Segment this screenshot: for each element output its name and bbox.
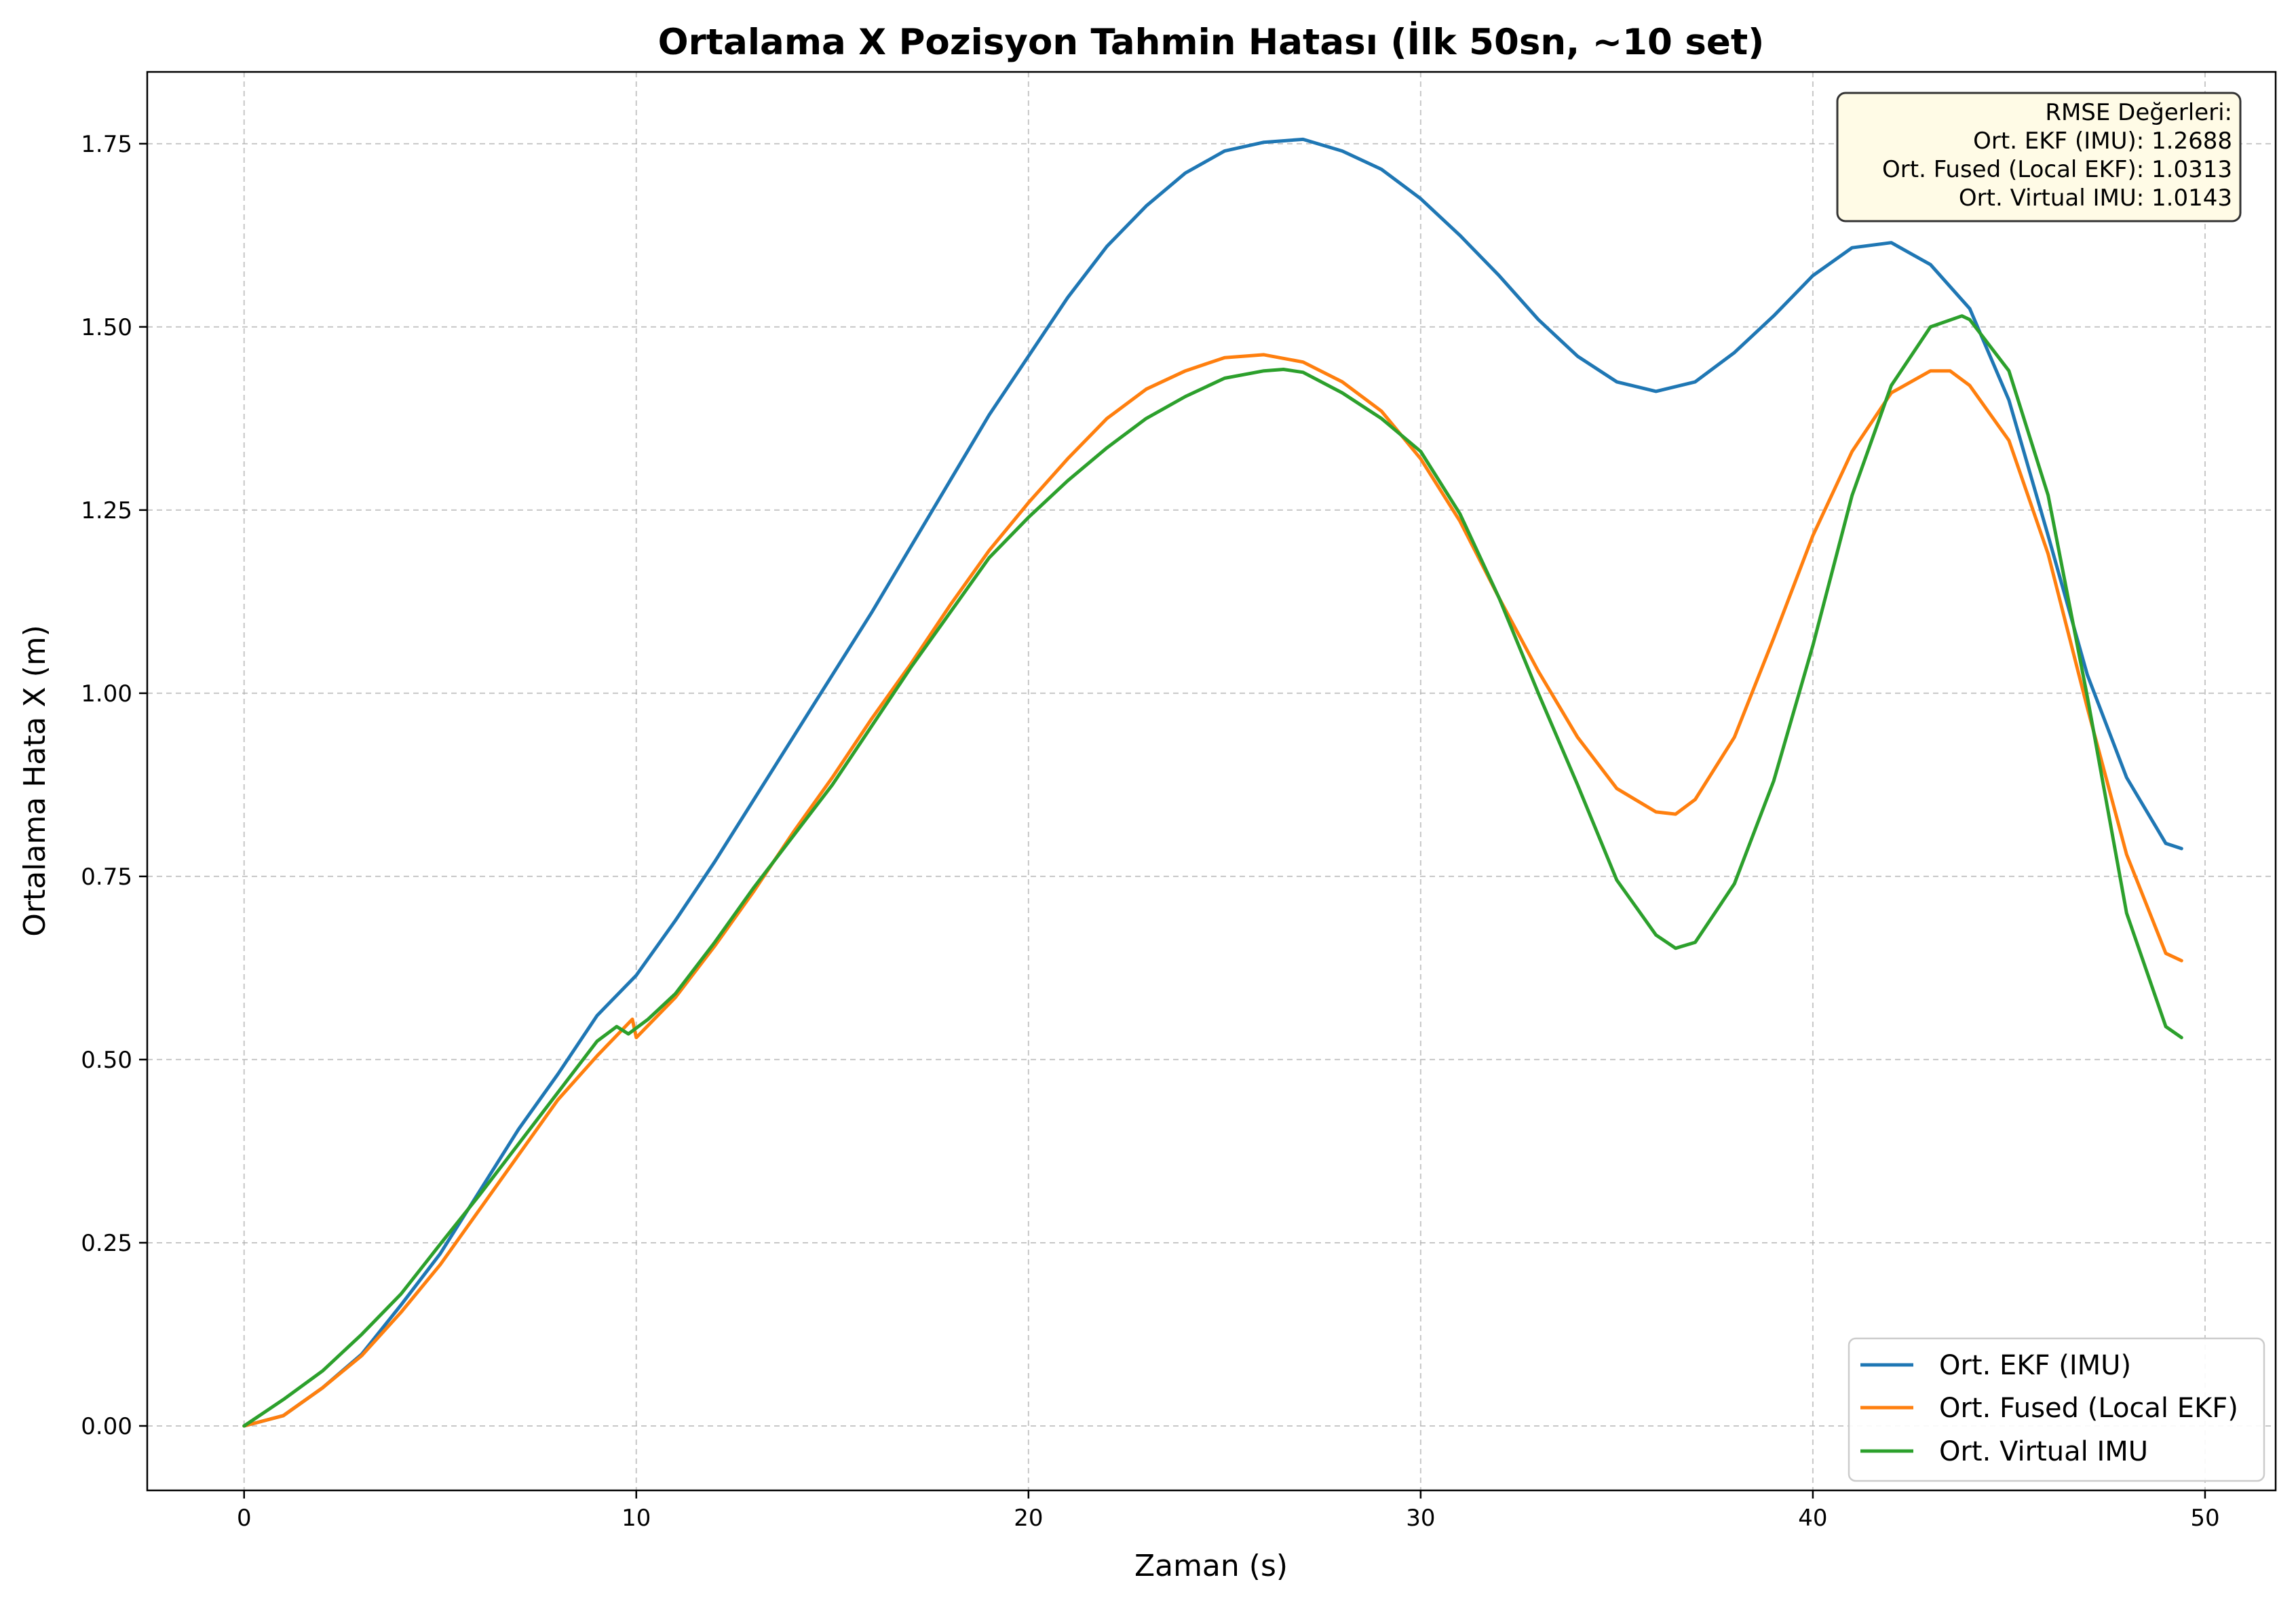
y-tick-label: 1.00 (81, 680, 132, 708)
x-tick-label: 40 (1798, 1505, 1827, 1532)
rmse-title: RMSE Değerleri: (2045, 99, 2232, 126)
legend-label-virtual-imu: Ort. Virtual IMU (1939, 1436, 2148, 1467)
data-series (242, 137, 2183, 1428)
legend-label-fused-local-ekf: Ort. Fused (Local EKF) (1939, 1393, 2238, 1424)
x-tick-label: 0 (237, 1505, 252, 1532)
rmse-box: RMSE Değerleri: Ort. EKF (IMU): 1.2688 O… (1836, 92, 2242, 223)
y-tick-label: 0.25 (81, 1230, 132, 1257)
rmse-box-background (1836, 92, 2242, 223)
y-tick-label: 0.00 (81, 1413, 132, 1440)
legend-label-ekf-imu: Ort. EKF (IMU) (1939, 1350, 2131, 1381)
y-tick-label: 1.25 (81, 497, 132, 524)
series-line-fused-local-ekf (242, 353, 2183, 1428)
x-axis-ticks: 0 10 20 30 40 50 (237, 1490, 2220, 1532)
y-axis-ticks: 0.00 0.25 0.50 0.75 1.00 1.25 1.50 1.75 (81, 131, 147, 1440)
grid (147, 72, 2276, 1490)
x-tick-label: 10 (621, 1505, 651, 1532)
x-tick-label: 30 (1406, 1505, 1435, 1532)
rmse-fused-local-ekf: Ort. Fused (Local EKF): 1.0313 (1882, 156, 2232, 183)
y-tick-label: 0.75 (81, 864, 132, 891)
x-tick-label: 50 (2190, 1505, 2219, 1532)
x-tick-label: 20 (1014, 1505, 1043, 1532)
legend: Ort. EKF (IMU) Ort. Fused (Local EKF) Or… (1848, 1337, 2265, 1482)
series-line-virtual-imu (242, 314, 2183, 1428)
y-tick-label: 1.75 (81, 131, 132, 158)
x-axis-label: Zaman (s) (1134, 1549, 1288, 1583)
series-line-ekf-imu (242, 137, 2183, 1428)
chart-title: Ortalama X Pozisyon Tahmin Hatası (İlk 5… (658, 20, 1765, 63)
rmse-ekf-imu: Ort. EKF (IMU): 1.2688 (1973, 128, 2232, 155)
rmse-virtual-imu: Ort. Virtual IMU: 1.0143 (1959, 185, 2232, 212)
legend-box (1848, 1337, 2265, 1482)
y-tick-label: 1.50 (81, 314, 132, 341)
y-axis-label: Ortalama Hata X (m) (18, 625, 52, 937)
y-tick-label: 0.50 (81, 1047, 132, 1074)
plot-frame (146, 71, 2277, 1492)
